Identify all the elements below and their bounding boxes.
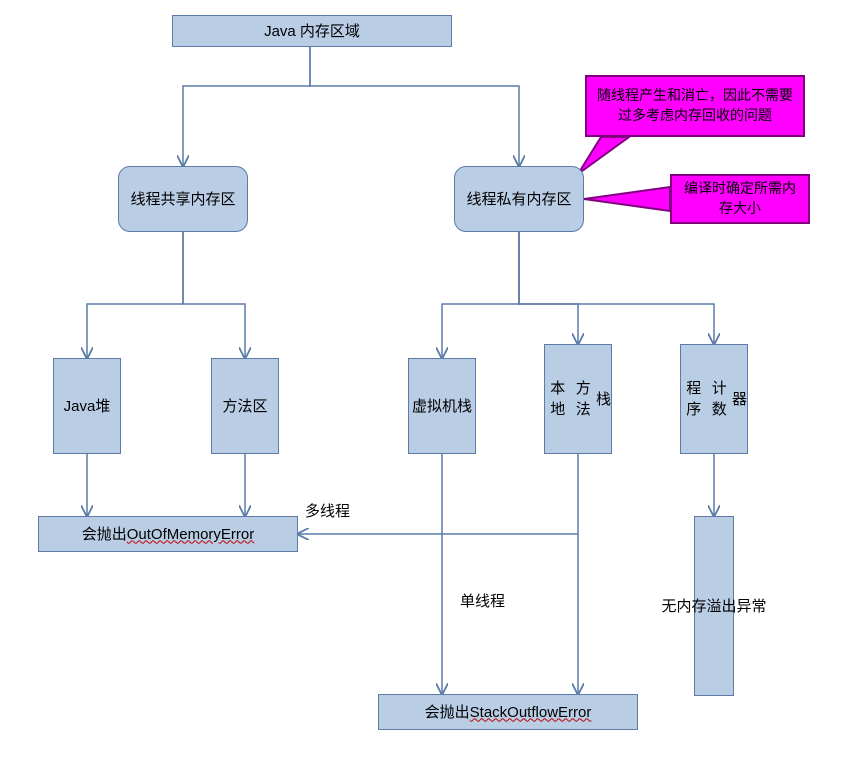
callout-c2: 编译时确定所需内存大小	[670, 174, 810, 224]
node-oom: 会抛出 OutOfMemоryError	[38, 516, 298, 552]
node-pc: 程序计数器	[680, 344, 748, 454]
node-native: 本地方法栈	[544, 344, 612, 454]
node-noex: 无内存溢出异常	[694, 516, 734, 696]
callout-pointer-c2	[584, 187, 670, 211]
node-sof-prefix: 会抛出	[425, 702, 470, 723]
edge-shared-method	[183, 232, 245, 358]
node-private: 线程私有内存区	[454, 166, 584, 232]
label-single: 单线程	[460, 590, 505, 611]
node-method: 方法区	[211, 358, 279, 454]
node-sof-errname: StackOutflowError	[470, 702, 592, 723]
edge-private-native	[519, 232, 578, 344]
node-vmstack: 虚拟机栈	[408, 358, 476, 454]
node-sof: 会抛出 StackOutflowError	[378, 694, 638, 730]
node-oom-errname: OutOfMemоryError	[127, 524, 255, 545]
edge-vmstack-oom	[298, 454, 442, 534]
node-heap: Java堆	[53, 358, 121, 454]
edge-root-shared	[183, 47, 310, 166]
label-multi: 多线程	[305, 500, 350, 521]
callout-pointer-c1	[578, 137, 629, 174]
callout-c1: 随线程产生和消亡，因此不需要过多考虑内存回收的问题	[585, 75, 805, 137]
node-oom-prefix: 会抛出	[82, 524, 127, 545]
edge-private-vmstack	[442, 232, 519, 358]
edge-shared-heap	[87, 232, 183, 358]
node-root: Java 内存区域	[172, 15, 452, 47]
edge-native-oom	[442, 454, 578, 534]
edge-private-pc	[519, 232, 714, 344]
edge-root-private	[310, 47, 519, 166]
node-shared: 线程共享内存区	[118, 166, 248, 232]
